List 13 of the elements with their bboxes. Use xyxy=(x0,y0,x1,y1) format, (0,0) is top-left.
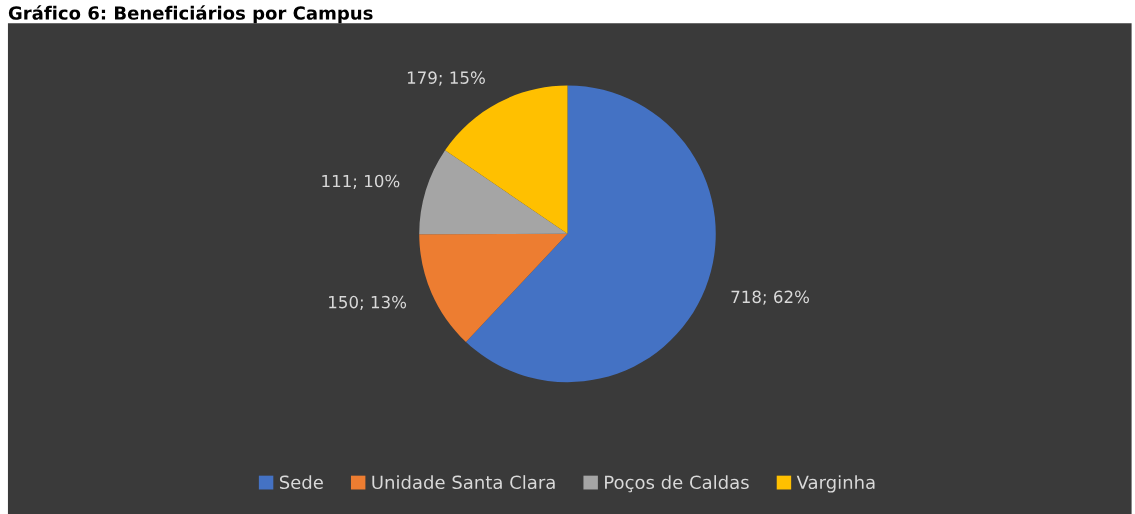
legend-label: Sede xyxy=(279,475,323,490)
pie-slice xyxy=(465,85,716,383)
legend-label: Poços de Caldas xyxy=(605,475,749,493)
pie-slice xyxy=(419,233,568,342)
chart-title: Gráfico 6: Beneficiários por Campus xyxy=(8,5,373,24)
legend-label: Unidade Santa Clara xyxy=(372,475,555,490)
data-label: 111; 10% xyxy=(322,174,400,189)
data-label: 150; 13% xyxy=(329,295,407,311)
pie-slice xyxy=(445,85,568,234)
data-label: 718; 62% xyxy=(731,290,810,305)
legend-label: Varginha xyxy=(796,475,875,493)
pie-slice xyxy=(419,150,568,235)
data-label: 179; 15% xyxy=(407,71,485,86)
